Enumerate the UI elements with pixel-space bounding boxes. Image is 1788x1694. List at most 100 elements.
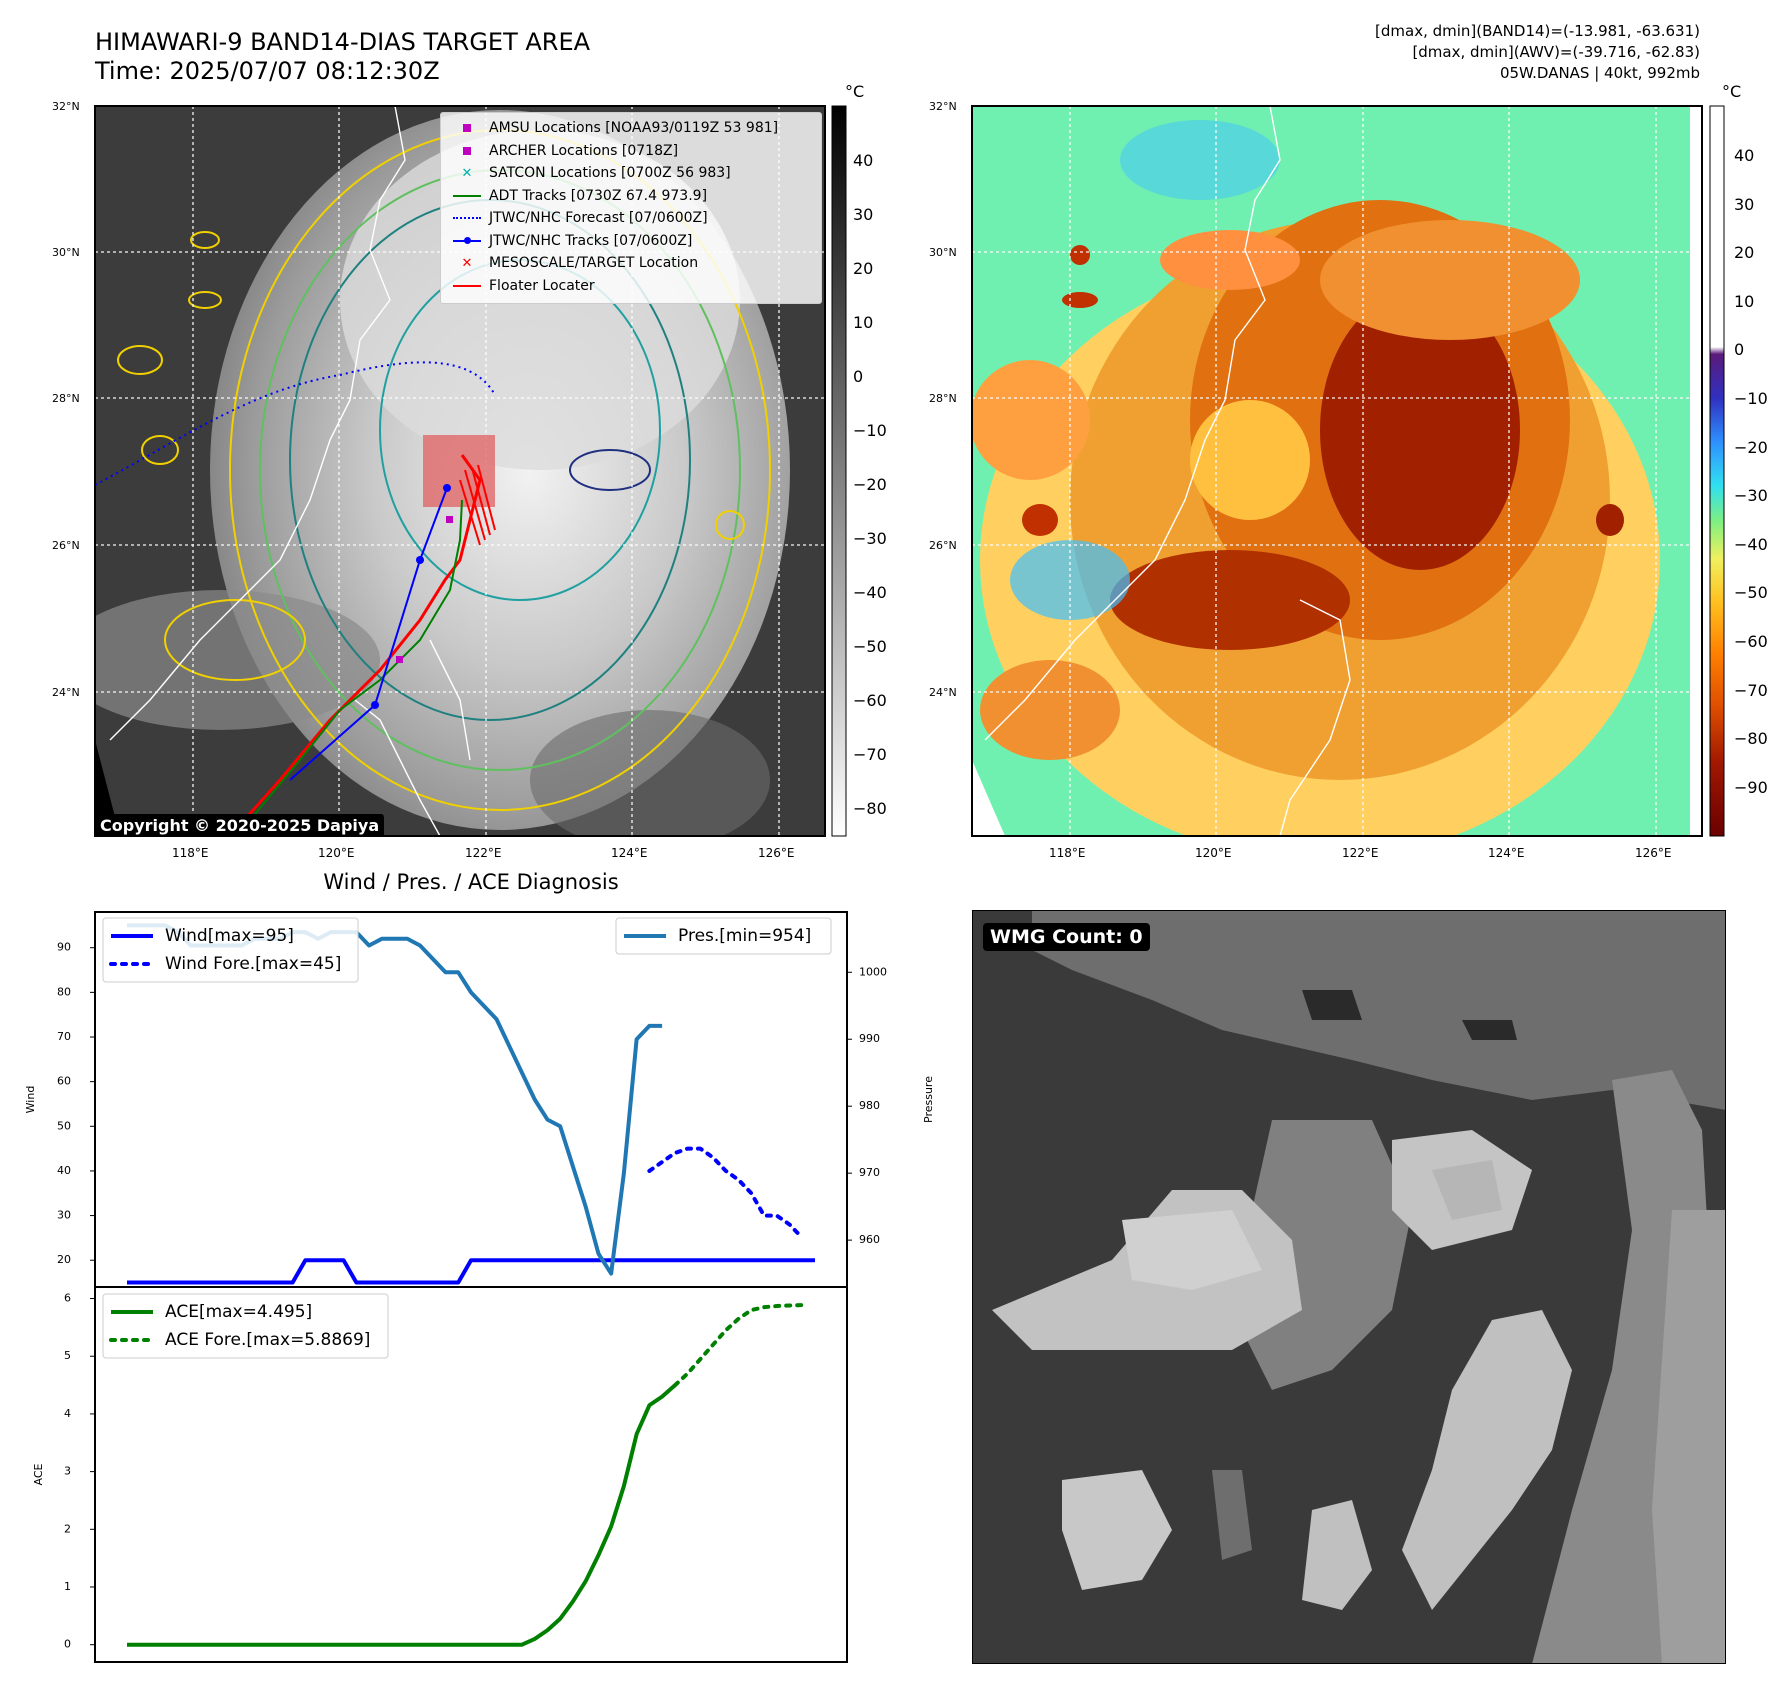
awv-map-frame [971, 105, 1703, 837]
wind-tick-label: 50 [57, 1119, 71, 1132]
figure-title-line1: HIMAWARI-9 BAND14-DIAS TARGET AREA [95, 28, 591, 56]
series-line-ace-fore [672, 1303, 805, 1388]
band14-map-frame [94, 105, 826, 837]
diagnosis-chart: 90 80 70 60 50 40 30 20 1000 990 980 970 960 6 5 4 3 2 1 0 W… [24, 911, 935, 1663]
ace-axis-label: ACE [32, 1463, 45, 1485]
legend-marker-icon [451, 233, 483, 249]
pressure-tick-label: 960 [859, 1233, 880, 1246]
colorbar-tick-label: 20 [853, 259, 874, 278]
lat-label: 24°N [929, 686, 957, 699]
lon-label: 126°E [758, 846, 795, 860]
lon-label: 124°E [611, 846, 648, 860]
band14-map-panel [94, 105, 1725, 837]
series-line-wind-fore [647, 1146, 805, 1240]
colorbar-tick-label: 0 [853, 367, 864, 386]
lat-label: 30°N [929, 246, 957, 259]
chart-legend [102, 917, 359, 983]
legend-entry: Floater Locater [451, 275, 815, 298]
pressure-tick-label: 970 [859, 1166, 880, 1179]
wind-tick-label: 30 [57, 1209, 71, 1222]
colorbar-tick-label: −80 [1734, 729, 1768, 749]
lon-label: 122°E [465, 846, 502, 860]
lat-label: 28°N [929, 392, 957, 405]
colorbar-tick-label: −60 [1734, 632, 1768, 651]
chart-legend [615, 917, 832, 955]
lat-label: 32°N [929, 100, 957, 113]
legend-marker-icon: ✕ [461, 166, 473, 182]
legend-label: Wind Fore.[max=45] [165, 954, 341, 974]
colorbar-tick-label: 30 [853, 205, 874, 224]
info-line2: [dmax, dmin](AWV)=(-39.716, -62.83) [1412, 43, 1700, 61]
colorbar-tick-label: −20 [1734, 437, 1768, 457]
ace-tick-label: 5 [64, 1349, 71, 1362]
legend-entry: JTWC/NHC Tracks [07/0600Z] [451, 230, 815, 253]
wind-tick-label: 40 [57, 1164, 71, 1177]
awv-colorbar-unit: °C [1722, 82, 1742, 101]
wmg-panel [972, 910, 1726, 1664]
legend-marker-icon [451, 278, 483, 294]
colorbar-tick-label: 20 [1734, 243, 1755, 263]
legend-label: ACE[max=4.495] [165, 1302, 312, 1322]
legend-entry: JTWC/NHC Forecast [07/0600Z] [451, 207, 815, 230]
awv-colorbar [1709, 105, 1725, 837]
legend-entry: AMSU Locations [NOAA93/0119Z 53 981] [451, 117, 815, 140]
legend-label: AMSU Locations [NOAA93/0119Z 53 981] [489, 120, 779, 137]
ace-tick-label: 3 [64, 1465, 71, 1478]
lon-label: 122°E [1342, 846, 1379, 860]
colorbar-tick-label: −10 [1734, 389, 1768, 408]
wind-tick-label: 20 [57, 1253, 71, 1266]
lat-label: 32°N [52, 100, 80, 113]
ace-tick-label: 6 [64, 1292, 71, 1305]
pressure-tick-label: 980 [859, 1099, 880, 1112]
legend-entry: ✕ MESOSCALE/TARGET Location [451, 252, 815, 275]
figure-title-line2: Time: 2025/07/07 08:12:30Z [95, 57, 440, 85]
colorbar-tick-label: −40 [853, 583, 887, 602]
series-line-wind [127, 1258, 815, 1285]
pressure-axis-label: Pressure [922, 1076, 935, 1123]
map-legend: AMSU Locations [NOAA93/0119Z 53 981] ARCH… [440, 112, 822, 304]
colorbar-tick-label: 40 [853, 151, 874, 170]
colorbar-tick-label: −30 [1734, 486, 1768, 506]
colorbar-tick-label: 0 [1734, 340, 1745, 360]
legend-label: SATCON Locations [0700Z 56 983] [489, 165, 731, 182]
colorbar-tick-label: −70 [853, 745, 887, 764]
copyright-badge: Copyright © 2020-2025 Dapiya [95, 814, 385, 837]
legend-label: MESOSCALE/TARGET Location [489, 255, 699, 272]
band14-colorbar [831, 105, 847, 837]
ace-axes-frame [94, 1286, 848, 1663]
legend-label: ARCHER Locations [0718Z] [489, 142, 679, 159]
legend-marker-icon [451, 210, 483, 226]
lat-label: 28°N [52, 392, 80, 405]
colorbar-tick-label: 10 [1734, 291, 1755, 311]
wind-tick-label: 90 [57, 941, 71, 954]
diagnosis-title: Wind / Pres. / ACE Diagnosis [323, 870, 619, 894]
colorbar-tick-label: −90 [1734, 777, 1768, 797]
ace-tick-label: 4 [64, 1407, 71, 1420]
colorbar-tick-label: 10 [853, 313, 874, 332]
wind-tick-label: 80 [57, 985, 71, 998]
chart-legend [102, 1293, 389, 1359]
ace-tick-label: 2 [64, 1522, 71, 1535]
colorbar-tick-label: 30 [1734, 194, 1755, 214]
lon-label: 118°E [1049, 846, 1086, 860]
legend-marker-icon [451, 120, 483, 136]
legend-label: ACE Fore.[max=5.8869] [165, 1330, 370, 1350]
colorbar-tick-label: −50 [1734, 583, 1768, 603]
legend-label: Floater Locater [489, 277, 595, 294]
lat-label: 30°N [52, 246, 80, 259]
colorbar-tick-label: −50 [853, 637, 887, 656]
lat-label: 26°N [52, 539, 80, 552]
colorbar-tick-label: −20 [853, 475, 887, 494]
colorbar-tick-label: −60 [853, 691, 887, 710]
series-line-ace [127, 1383, 677, 1647]
ace-tick-label: 1 [64, 1580, 71, 1593]
info-line3: 05W.DANAS | 40kt, 992mb [1499, 64, 1700, 82]
colorbar-tick-label: −30 [853, 529, 887, 548]
wind-tick-label: 70 [57, 1030, 71, 1043]
legend-entry: ADT Tracks [0730Z 67.4 973.9] [451, 185, 815, 208]
lat-label: 24°N [52, 686, 80, 699]
lon-label: 124°E [1488, 846, 1525, 860]
colorbar-tick-label: −70 [1734, 680, 1768, 700]
band14-colorbar-unit: °C [845, 82, 865, 101]
legend-entry: ARCHER Locations [0718Z] [451, 140, 815, 163]
